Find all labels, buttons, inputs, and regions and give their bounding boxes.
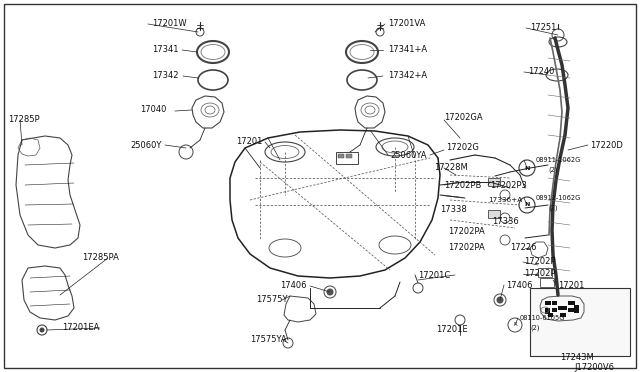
Bar bbox=[530, 288, 630, 356]
Bar bbox=[338, 154, 344, 158]
Text: J17200V6: J17200V6 bbox=[574, 363, 614, 372]
Text: 17342: 17342 bbox=[152, 71, 179, 80]
Circle shape bbox=[327, 289, 333, 295]
Text: 17202P: 17202P bbox=[524, 269, 556, 279]
Text: R: R bbox=[513, 323, 517, 327]
Bar bbox=[552, 301, 557, 305]
Text: 17243M: 17243M bbox=[560, 353, 594, 362]
Bar bbox=[540, 278, 554, 287]
Bar bbox=[548, 313, 553, 317]
Text: (2): (2) bbox=[548, 167, 557, 173]
Circle shape bbox=[497, 297, 503, 303]
Bar bbox=[488, 210, 500, 218]
Text: 17201: 17201 bbox=[236, 138, 262, 147]
Bar bbox=[336, 152, 358, 164]
Text: 17575Y: 17575Y bbox=[256, 295, 287, 305]
Bar bbox=[488, 178, 500, 186]
Text: 17336: 17336 bbox=[492, 218, 519, 227]
Text: 25060YA: 25060YA bbox=[390, 151, 426, 160]
Text: 17285PA: 17285PA bbox=[82, 253, 119, 263]
Text: 25060Y: 25060Y bbox=[130, 141, 161, 150]
Text: 17201VA: 17201VA bbox=[388, 19, 426, 29]
Bar bbox=[560, 313, 566, 317]
Text: 08911-1062G: 08911-1062G bbox=[536, 157, 581, 163]
Text: 17336+A: 17336+A bbox=[488, 197, 522, 203]
Text: 08911-1062G: 08911-1062G bbox=[536, 195, 581, 201]
Text: 17202P: 17202P bbox=[524, 257, 556, 266]
Text: 17285P: 17285P bbox=[8, 115, 40, 125]
Text: 17220D: 17220D bbox=[590, 141, 623, 150]
Text: 17202PA: 17202PA bbox=[448, 228, 484, 237]
Circle shape bbox=[40, 328, 44, 332]
Text: 17406: 17406 bbox=[506, 280, 532, 289]
Text: 17341+A: 17341+A bbox=[388, 45, 427, 55]
Bar bbox=[545, 301, 551, 305]
Text: 17341: 17341 bbox=[152, 45, 179, 55]
Text: (2): (2) bbox=[530, 325, 540, 331]
Text: 17201E: 17201E bbox=[436, 326, 468, 334]
Text: 17240: 17240 bbox=[528, 67, 554, 77]
Text: N: N bbox=[524, 166, 530, 170]
Text: 17201W: 17201W bbox=[152, 19, 187, 29]
Bar bbox=[346, 154, 352, 158]
Bar bbox=[558, 306, 567, 310]
Text: 17202PB: 17202PB bbox=[444, 180, 481, 189]
Text: 17342+A: 17342+A bbox=[388, 71, 427, 80]
Bar bbox=[538, 268, 552, 277]
Text: 17251: 17251 bbox=[530, 23, 556, 32]
Text: 17575YA: 17575YA bbox=[250, 336, 287, 344]
Text: 17202P3: 17202P3 bbox=[490, 180, 527, 189]
Bar bbox=[568, 301, 575, 305]
Text: 17201C: 17201C bbox=[418, 270, 451, 279]
Text: 17201: 17201 bbox=[558, 280, 584, 289]
Text: (2): (2) bbox=[548, 205, 557, 211]
Text: 17202PA: 17202PA bbox=[448, 244, 484, 253]
Text: 17202GA: 17202GA bbox=[444, 113, 483, 122]
Bar bbox=[545, 308, 550, 314]
Text: N: N bbox=[524, 202, 530, 208]
Text: 08110-6105G: 08110-6105G bbox=[520, 315, 565, 321]
Text: 17406: 17406 bbox=[280, 282, 307, 291]
Text: 17202G: 17202G bbox=[446, 144, 479, 153]
Text: 17226: 17226 bbox=[510, 244, 536, 253]
Text: 17228M: 17228M bbox=[434, 164, 468, 173]
Text: 17040: 17040 bbox=[140, 106, 166, 115]
Text: 17338: 17338 bbox=[440, 205, 467, 215]
Bar bbox=[574, 305, 579, 313]
Bar bbox=[552, 308, 557, 312]
Text: 17201EA: 17201EA bbox=[62, 324, 99, 333]
Bar bbox=[568, 308, 575, 312]
